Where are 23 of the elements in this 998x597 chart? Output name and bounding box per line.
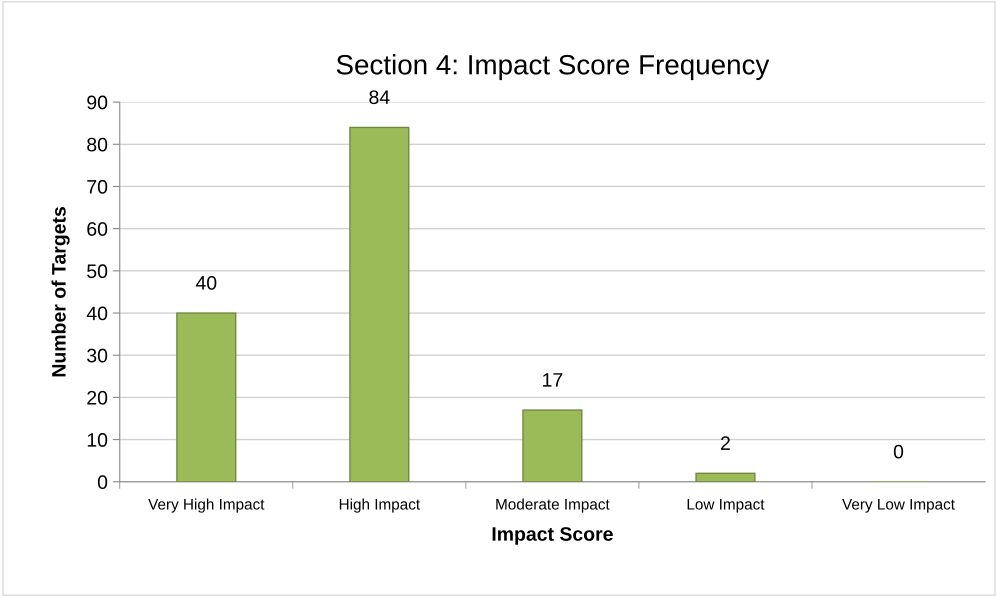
x-tick-label: Moderate Impact: [496, 498, 610, 513]
data-label: 40: [196, 276, 216, 290]
y-axis-title: Number of Targets: [51, 207, 70, 376]
y-tick-label: 30: [87, 348, 108, 362]
data-label: 2: [721, 436, 730, 450]
data-label: 17: [543, 373, 562, 387]
data-label: 84: [369, 90, 390, 104]
y-tick-label: 60: [87, 222, 108, 236]
x-axis-title: Impact Score: [492, 527, 613, 545]
data-label: 0: [894, 444, 904, 458]
x-tick-label: Very Low Impact: [842, 499, 955, 513]
y-tick-label: 0: [98, 475, 108, 490]
chart-title: Section 4: Impact Score Frequency: [336, 54, 770, 80]
y-tick-label: 80: [87, 138, 108, 152]
x-tick-label: High Impact: [340, 498, 420, 513]
x-tick-label: Low Impact: [688, 499, 764, 513]
y-tick-label: 70: [87, 180, 108, 194]
y-tick-label: 50: [87, 264, 108, 278]
x-tick-label: Very High Impact: [148, 498, 264, 513]
y-tick-label: 20: [87, 390, 108, 405]
y-tick-label: 10: [88, 433, 108, 447]
y-tick-label: 40: [86, 306, 108, 320]
y-tick-label: 90: [87, 96, 108, 110]
